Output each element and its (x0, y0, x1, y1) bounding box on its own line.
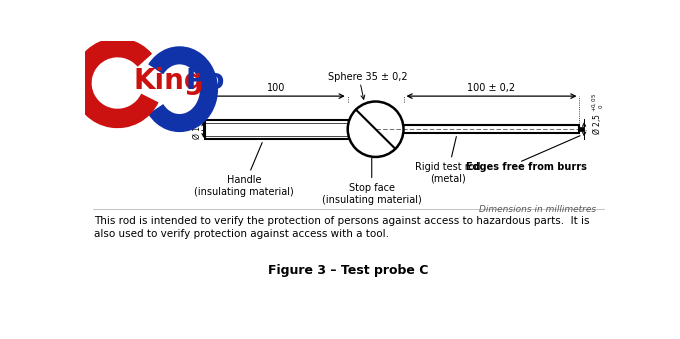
Text: Po: Po (186, 67, 225, 96)
Text: Stop face
(insulating material): Stop face (insulating material) (322, 158, 422, 205)
Circle shape (347, 101, 403, 157)
Text: Figure 3 – Test probe C: Figure 3 – Test probe C (269, 264, 428, 277)
Text: 100: 100 (267, 83, 286, 93)
Text: Sphere 35 ± 0,2: Sphere 35 ± 0,2 (328, 72, 408, 82)
Text: also used to verify protection against access with a tool.: also used to verify protection against a… (95, 228, 389, 239)
Text: Dimensions in millimetres: Dimensions in millimetres (479, 205, 596, 214)
Bar (579, 128, 584, 131)
Text: Ø 1C: Ø 1C (193, 120, 202, 139)
Bar (375, 125, 579, 133)
Bar (205, 120, 348, 139)
Text: King: King (133, 67, 204, 96)
Text: Handle
(insulating material): Handle (insulating material) (194, 143, 294, 197)
Text: This rod is intended to verify the protection of persons against access to hazar: This rod is intended to verify the prote… (95, 216, 590, 226)
Text: Rigid test rod
(metal): Rigid test rod (metal) (415, 137, 481, 184)
Text: 100 ± 0,2: 100 ± 0,2 (467, 83, 515, 93)
Text: Ø 2,5 $^{+0,05}_{\ \ 0}$: Ø 2,5 $^{+0,05}_{\ \ 0}$ (590, 93, 606, 135)
Text: Edges free from burrs: Edges free from burrs (466, 162, 588, 172)
